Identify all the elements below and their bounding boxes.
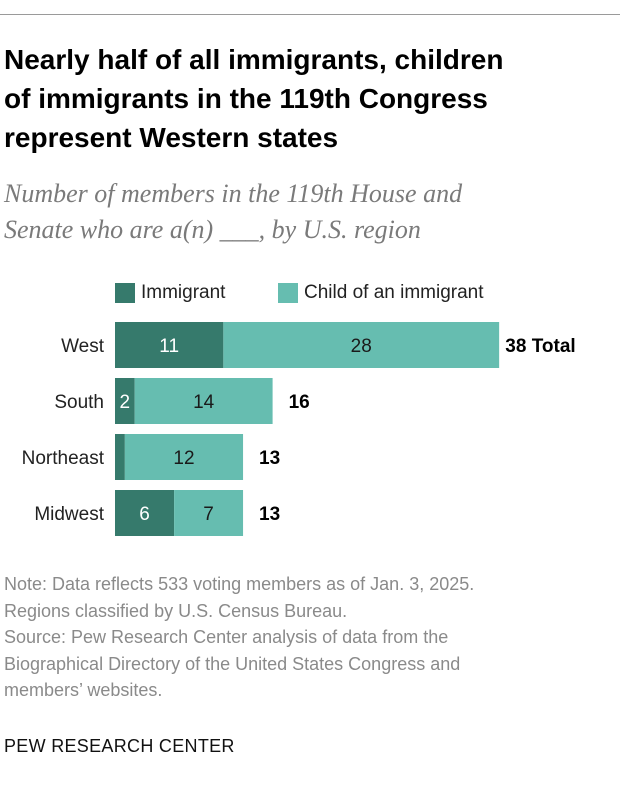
data-label: 2 <box>120 392 131 413</box>
bar-segment-child <box>134 378 273 424</box>
chart-title: Nearly half of all immigrants, children … <box>4 40 609 157</box>
data-label: 12 <box>173 448 194 469</box>
note-line: Regions classified by U.S. Census Bureau… <box>4 600 348 621</box>
legend-swatch-immigrant <box>115 283 135 303</box>
bar-segment-immigrant <box>115 490 175 536</box>
legend-swatch-child <box>278 283 298 303</box>
data-label: 11 <box>159 336 179 357</box>
bar-segment-child <box>174 490 244 536</box>
source-line: Biographical Directory of the United Sta… <box>4 653 461 674</box>
stacked-bar-chart: West 11 28 38 Total South 2 14 16 Northeast 12 13 M… <box>22 322 576 536</box>
bar-segment-immigrant <box>115 434 125 480</box>
source-line: Source: Pew Research Center analysis of … <box>4 627 449 647</box>
subtitle-line: Number of members in the 119th House and <box>4 179 463 208</box>
category-label: South <box>54 392 104 413</box>
category-label: Midwest <box>34 504 104 525</box>
notes: Note: Data reflects 533 voting members a… <box>4 571 614 704</box>
total-label: 38 Total <box>505 336 575 357</box>
data-label: 14 <box>193 392 215 413</box>
legend-label-immigrant: Immigrant <box>141 282 226 303</box>
legend-item-child: Child of an immigrant <box>278 282 484 304</box>
source-line: members’ websites. <box>4 680 163 700</box>
data-label: 7 <box>203 504 214 525</box>
legend-label-child: Child of an immigrant <box>304 282 484 303</box>
total-label: 13 <box>259 504 280 525</box>
top-rule <box>0 14 620 15</box>
note-line: Note: Data reflects 533 voting members a… <box>4 574 475 594</box>
legend-item-immigrant: Immigrant <box>115 282 225 304</box>
subtitle-line: Senate who are a(n) ___, by U.S. region <box>4 215 421 244</box>
total-label: 13 <box>259 448 280 469</box>
title-line: represent Western states <box>4 122 339 153</box>
footer-brand: PEW RESEARCH CENTER <box>4 736 235 756</box>
chart-subtitle: Number of members in the 119th House and… <box>4 176 609 248</box>
category-label: West <box>61 336 105 357</box>
data-label: 6 <box>139 504 150 525</box>
bar-segment-child <box>223 322 500 368</box>
bar-segment-immigrant <box>115 322 224 368</box>
total-label: 16 <box>289 392 310 413</box>
data-label: 28 <box>351 336 372 357</box>
category-label: Northeast <box>22 448 105 469</box>
title-line: of immigrants in the 119th Congress <box>4 83 488 114</box>
title-line: Nearly half of all immigrants, children <box>4 44 504 75</box>
bar-segment-immigrant <box>115 378 135 424</box>
bar-segment-child <box>124 434 244 480</box>
